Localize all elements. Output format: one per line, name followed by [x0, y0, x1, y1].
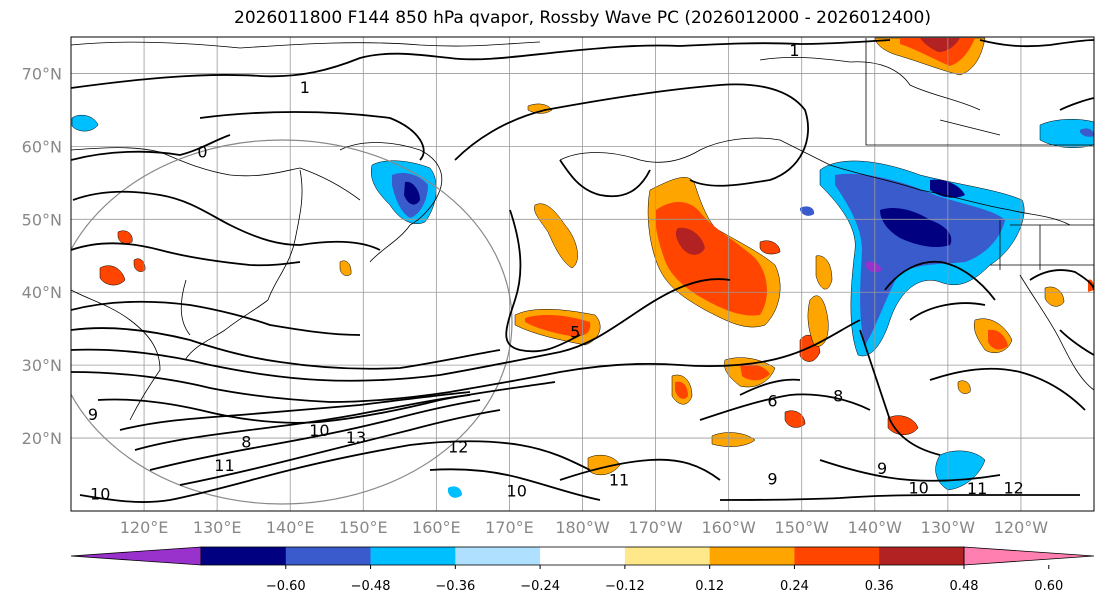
colorbar-tick-label: −0.60 [266, 579, 306, 594]
lon-tick-label: 170°W [628, 518, 683, 537]
lon-tick-label: 180°W [555, 518, 610, 537]
lat-tick-label: 70°N [22, 64, 62, 83]
colorbar-segment [455, 547, 541, 565]
lat-tick-label: 40°N [22, 283, 62, 302]
contour-label: 6 [767, 392, 777, 411]
anomaly-shading [71, 37, 1094, 498]
lon-tick-label: 120°E [120, 518, 169, 537]
lon-tick-label: 150°E [339, 518, 388, 537]
colorbar-segment [285, 547, 372, 565]
contour-label: 1 [789, 41, 799, 60]
colorbar: −0.60 −0.48 −0.36 −0.24 −0.12 0.12 0.24 0.36 0.4… [70, 546, 1095, 594]
colorbar-extend-low [70, 546, 202, 566]
colorbar-segment [624, 547, 711, 565]
contour-label: 1 [300, 78, 310, 97]
colorbar-segment [540, 547, 626, 565]
colorbar-tick-label: −0.12 [605, 579, 645, 594]
lon-tick-label: 170°E [485, 518, 534, 537]
contour-label: 10 [908, 478, 928, 497]
colorbar-tick-label: 0.48 [950, 579, 979, 594]
colorbar-tick-label: 0.24 [780, 579, 809, 594]
contour-label: 5 [570, 322, 580, 341]
lon-tick-label: 130°E [193, 518, 242, 537]
colorbar-tick-label: −0.36 [435, 579, 475, 594]
lon-tick-label: 130°W [921, 518, 976, 537]
lon-tick-label: 160°E [412, 518, 461, 537]
contour-label: 9 [877, 459, 887, 478]
contour-label: 10 [507, 481, 527, 500]
map-frame [70, 36, 1095, 512]
colorbar-segment [794, 547, 880, 565]
lat-tick-label: 20°N [22, 429, 62, 448]
colorbar-tick-label: 0.60 [1034, 579, 1063, 594]
colorbar-tick-label: 0.36 [865, 579, 894, 594]
contour-label: 9 [767, 470, 777, 489]
contour-label: 10 [90, 484, 110, 503]
lon-tick-label: 150°W [775, 518, 830, 537]
reference-circle [71, 139, 513, 505]
contour-label: 0 [197, 142, 207, 161]
colorbar-segment [370, 547, 456, 565]
contour-label: 9 [88, 405, 98, 424]
lat-tick-label: 60°N [22, 137, 62, 156]
contour-label: 13 [346, 428, 366, 447]
coastlines [71, 38, 1094, 421]
colorbar-segment [709, 547, 795, 565]
latitude-axis: 70°N 60°N 50°N 40°N 30°N 20°N [22, 64, 62, 448]
lat-tick-label: 30°N [22, 356, 62, 375]
lon-tick-label: 140°E [266, 518, 315, 537]
contour-label: 10 [309, 421, 329, 440]
contour-label: 8 [833, 387, 843, 406]
lat-tick-label: 50°N [22, 210, 62, 229]
lon-tick-label: 140°W [848, 518, 903, 537]
lon-tick-label: 120°W [994, 518, 1049, 537]
colorbar-frame [200, 546, 965, 566]
colorbar-extend-high [963, 546, 1095, 566]
colorbar-segment [201, 547, 287, 565]
contour-lines [71, 39, 1094, 503]
colorbar-tick-label: −0.48 [351, 579, 391, 594]
graticule [71, 37, 1094, 511]
contour-label: 11 [967, 479, 987, 498]
map-title: 2026011800 F144 850 hPa qvapor, Rossby W… [234, 8, 931, 28]
colorbar-tick-label: −0.24 [520, 579, 560, 594]
colorbar-tick-label: 0.12 [695, 579, 724, 594]
lon-tick-label: 160°W [701, 518, 756, 537]
contour-label: 12 [1003, 478, 1023, 497]
colorbar-segment [879, 547, 965, 565]
contour-label: 12 [448, 438, 468, 457]
contour-label: 11 [214, 456, 234, 475]
longitude-axis: 120°E 130°E 140°E 150°E 160°E 170°E 180°W 170°W… [120, 518, 1049, 537]
contour-label: 8 [241, 433, 251, 452]
contour-label: 11 [609, 470, 629, 489]
